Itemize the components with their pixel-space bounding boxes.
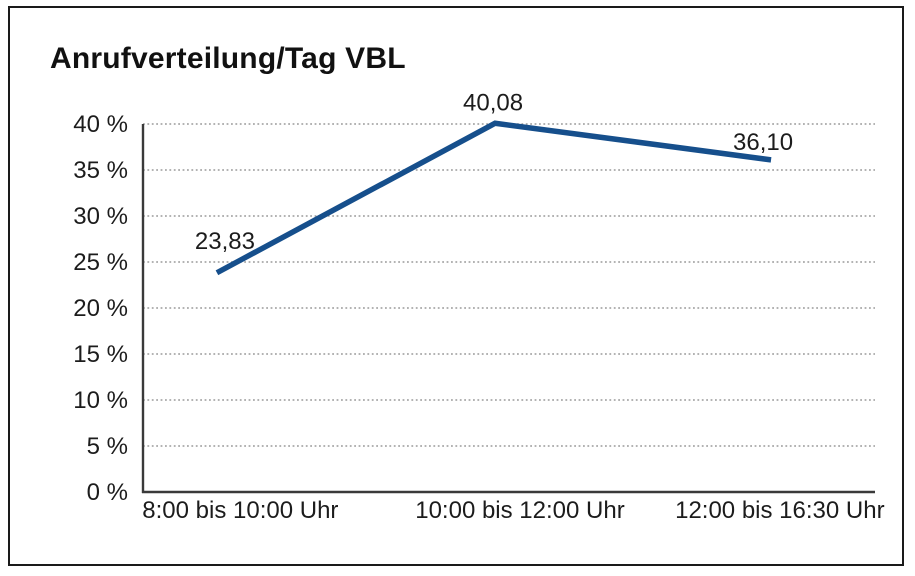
- x-axis-label: 8:00 bis 10:00 Uhr: [142, 497, 338, 524]
- y-tick-label: 25 %: [73, 249, 128, 276]
- chart-title: Anrufverteilung/Tag VBL: [50, 42, 406, 75]
- y-tick-label: 30 %: [73, 203, 128, 230]
- data-point-label: 40,08: [463, 89, 523, 116]
- y-tick-label: 10 %: [73, 387, 128, 414]
- data-point-label: 23,83: [195, 228, 255, 255]
- x-axis-label: 10:00 bis 12:00 Uhr: [415, 497, 624, 524]
- chart-frame: Anrufverteilung/Tag VBL: [8, 6, 904, 566]
- y-tick-label: 15 %: [73, 341, 128, 368]
- y-tick-label: 5 %: [87, 433, 128, 460]
- y-tick-label: 20 %: [73, 295, 128, 322]
- x-axis-label: 12:00 bis 16:30 Uhr: [675, 497, 884, 524]
- y-tick-label: 40 %: [73, 111, 128, 138]
- y-tick-label: 0 %: [87, 479, 128, 506]
- data-point-label: 36,10: [733, 129, 793, 156]
- y-tick-label: 35 %: [73, 157, 128, 184]
- series-line: [215, 120, 772, 276]
